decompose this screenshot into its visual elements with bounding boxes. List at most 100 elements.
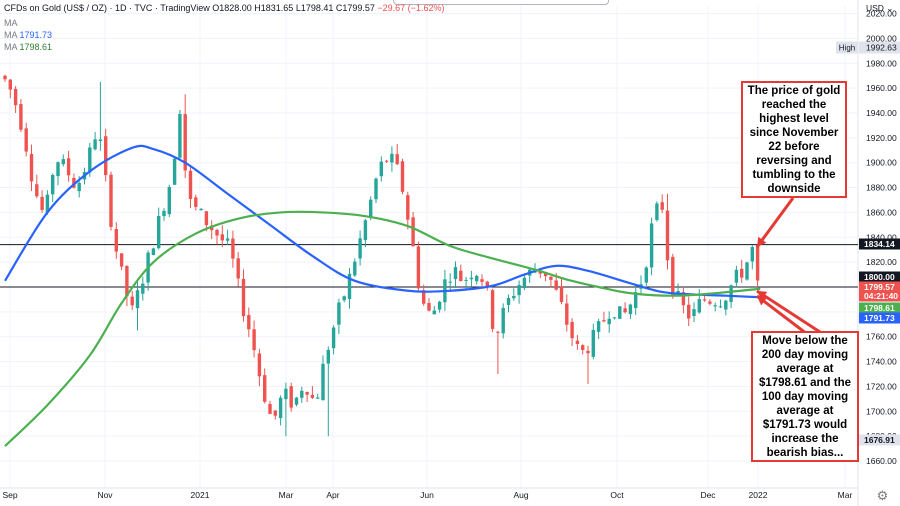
- candle-body: [289, 386, 293, 408]
- candle-body: [692, 309, 696, 317]
- candle-body: [437, 301, 442, 310]
- candle-body: [729, 285, 733, 302]
- candle-body: [13, 88, 18, 106]
- candle-body: [506, 297, 511, 305]
- ohlc-values: O1828.00 H1831.65 L1798.41 C1799.57: [212, 3, 375, 13]
- candle-body: [157, 215, 161, 249]
- price-badge: [859, 434, 900, 446]
- x-tick-label: Oct: [610, 490, 624, 500]
- candle-body: [8, 79, 12, 90]
- candle-body: [480, 279, 484, 282]
- symbol-title: CFDs on Gold (US$ / OZ) · 1D · TVC · Tra…: [4, 3, 210, 13]
- price-badge: [859, 271, 900, 283]
- y-tick-label: 1840.00: [866, 232, 897, 242]
- candle-body: [294, 397, 299, 405]
- header-legend-main[interactable]: CFDs on Gold (US$ / OZ) · 1D · TVC · Tra…: [4, 2, 444, 14]
- candle-body: [702, 299, 707, 301]
- moving-averages: [4, 144, 761, 447]
- candle-body: [464, 279, 468, 281]
- candle-body: [98, 139, 103, 142]
- legend-ma-3[interactable]: MA 1798.61: [4, 41, 52, 53]
- candle-body: [416, 246, 421, 289]
- y-tick-label: 2020.00: [866, 9, 897, 19]
- candle-body: [225, 238, 230, 241]
- legend-ma-2[interactable]: MA 1791.73: [4, 29, 52, 41]
- candle-body: [35, 184, 39, 197]
- candle-body: [236, 258, 240, 279]
- candle-body: [119, 253, 124, 267]
- candle-body: [369, 199, 373, 217]
- ma-3-value: 1798.61: [19, 42, 53, 52]
- candle-body: [740, 268, 744, 278]
- price-badge-label: 1799.57: [864, 282, 895, 292]
- time-axis[interactable]: Sep Nov 2021 Mar Apr Jun Aug Oct Dec 2022 Mar: [2, 490, 852, 500]
- arrow-to-high: [755, 197, 795, 248]
- candle-body: [331, 327, 336, 349]
- candle-body: [671, 256, 675, 296]
- top-toolbar-handle[interactable]: [393, 0, 609, 5]
- candle-body: [56, 162, 60, 177]
- annotation-top: The price of gold reached the highest le…: [741, 81, 847, 198]
- ma-line-100: [4, 144, 761, 299]
- y-tick-label: 1760.00: [866, 332, 897, 342]
- price-axis[interactable]: 1660.001680.001700.001720.001740.001760.…: [866, 3, 897, 466]
- price-badge: [859, 302, 900, 314]
- price-badge: [859, 281, 900, 293]
- candle-body: [45, 194, 50, 213]
- candle-body: [19, 104, 23, 130]
- candle-body: [263, 375, 267, 402]
- price-badge: [859, 312, 900, 324]
- candle-body: [713, 305, 717, 307]
- candle-body: [549, 276, 553, 280]
- candle-body: [77, 182, 81, 192]
- price-badge-label: 04:21:40: [864, 291, 898, 301]
- y-tick-label: 1740.00: [866, 357, 897, 367]
- candle-body: [310, 394, 315, 398]
- candle-body: [88, 147, 92, 173]
- y-tick-label: 1860.00: [866, 207, 897, 217]
- candle-body: [194, 197, 198, 207]
- candle-body: [596, 321, 601, 332]
- price-change: −29.67 (−1.62%): [377, 3, 445, 13]
- candle-body: [337, 302, 341, 325]
- grid: [0, 0, 859, 506]
- candle-body: [199, 208, 203, 211]
- candle-body: [151, 248, 156, 256]
- candles: [3, 74, 760, 437]
- x-tick-label: 2022: [749, 490, 768, 500]
- candle-body: [607, 318, 611, 325]
- candle-body: [210, 225, 214, 231]
- ma-1-label: MA: [4, 18, 18, 28]
- candle-body: [718, 306, 723, 308]
- candle-body: [406, 195, 410, 220]
- legend-ma-1[interactable]: MA: [4, 17, 18, 29]
- candle-body: [114, 229, 118, 252]
- price-badge: [859, 290, 900, 302]
- candle-body: [612, 317, 617, 319]
- candle-body: [204, 211, 209, 226]
- arrow-to-ma200: [756, 289, 824, 336]
- price-badges: High 1992.63 1834.14 1800.001799.5704:21:40…: [836, 41, 900, 446]
- candle-body: [628, 304, 633, 315]
- candle-body: [422, 290, 426, 304]
- candle-body: [448, 281, 452, 283]
- candle-body: [395, 154, 399, 165]
- candle-body: [231, 238, 235, 259]
- candle-body: [172, 158, 177, 185]
- y-tick-label: 1660.00: [866, 456, 897, 466]
- arrow-to-ma100-head: [757, 296, 768, 306]
- arrow-to-ma200-head: [757, 291, 768, 301]
- candle-body: [24, 128, 28, 152]
- candle-body: [342, 296, 346, 301]
- candle-body: [708, 301, 712, 304]
- x-tick-label: Mar: [838, 490, 853, 500]
- candle-body: [29, 153, 34, 182]
- candle-body: [284, 388, 288, 400]
- candle-body: [252, 329, 256, 351]
- y-tick-label: 1720.00: [866, 381, 897, 391]
- candle-body: [316, 397, 320, 399]
- price-badge: [859, 238, 900, 250]
- gear-icon[interactable]: ⚙: [876, 488, 889, 503]
- candle-body: [655, 203, 659, 220]
